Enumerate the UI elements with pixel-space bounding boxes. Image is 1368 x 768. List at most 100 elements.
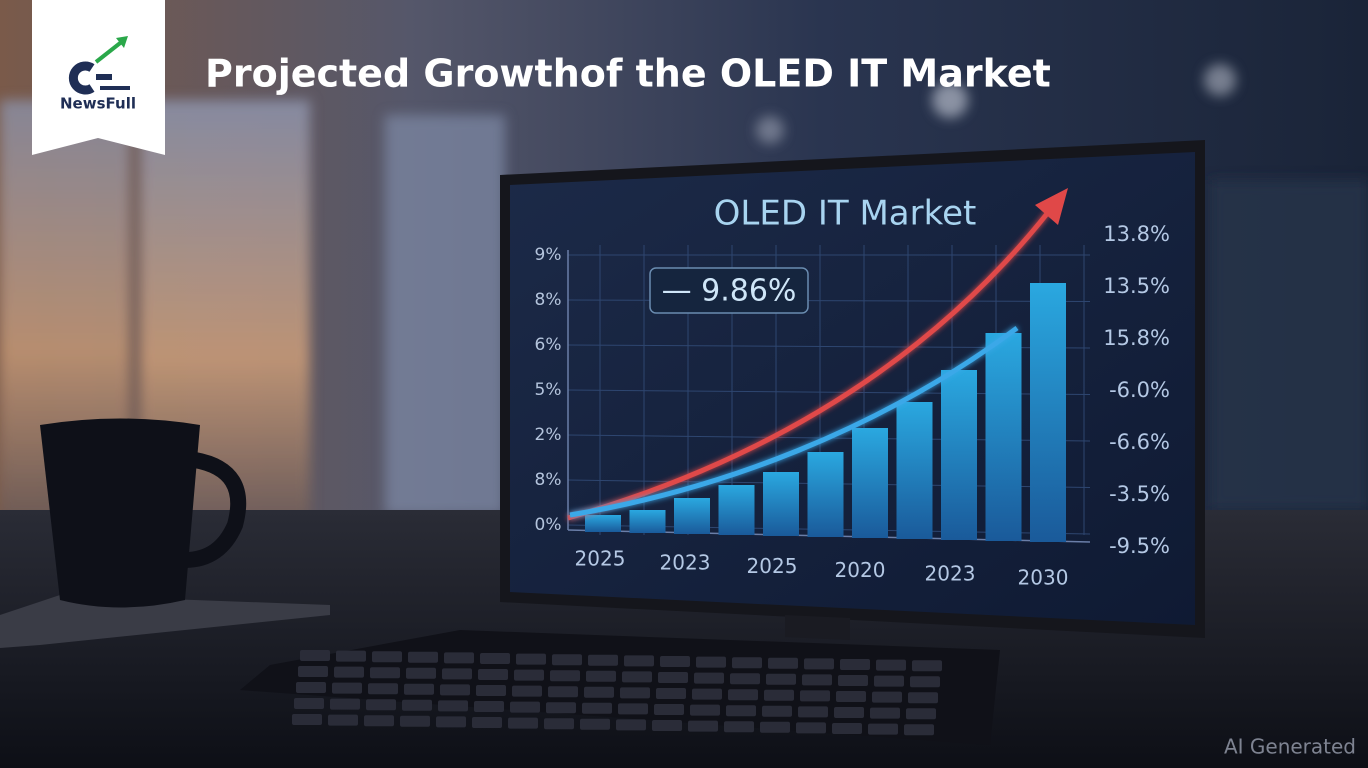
key (366, 699, 396, 711)
bar (807, 452, 844, 537)
key (876, 659, 906, 671)
right-axis-label: -6.0% (1109, 378, 1170, 402)
right-axis-label: 13.5% (1103, 274, 1170, 298)
key (300, 650, 330, 661)
bar (674, 498, 710, 534)
key (444, 652, 474, 664)
key (514, 669, 544, 681)
key (580, 718, 610, 730)
left-axis-label: 8% (535, 290, 562, 310)
key (910, 676, 940, 688)
key (692, 688, 722, 700)
key (904, 724, 934, 736)
bar (629, 510, 666, 533)
key (442, 668, 472, 680)
key (508, 717, 538, 729)
key (696, 656, 726, 668)
key (798, 706, 828, 718)
left-axis-label: 5% (535, 380, 562, 400)
x-axis-label: 2023 (660, 550, 711, 574)
key (402, 699, 432, 711)
key (616, 719, 646, 731)
x-axis-label: 2025 (575, 547, 626, 571)
monitor-stand (785, 615, 850, 640)
key (654, 704, 684, 715)
x-axis-label: 2030 (1018, 566, 1069, 590)
key (330, 698, 360, 710)
key (334, 666, 364, 678)
coaster (0, 595, 330, 648)
bar (718, 485, 755, 535)
key (368, 683, 398, 695)
key (618, 703, 648, 715)
key (690, 704, 720, 716)
key (510, 701, 540, 713)
key (838, 675, 868, 686)
key (840, 659, 870, 670)
key (586, 670, 616, 682)
key (472, 717, 502, 728)
blue-trend (569, 325, 1019, 518)
key (804, 658, 834, 670)
key (724, 721, 754, 733)
key (802, 674, 832, 686)
key (870, 707, 900, 719)
key (622, 671, 652, 683)
key (400, 715, 430, 727)
logo-text: NewsFull (60, 95, 136, 113)
bar (1030, 283, 1066, 542)
key (298, 666, 328, 677)
key (796, 722, 826, 734)
badge-box (649, 267, 809, 314)
key (474, 701, 504, 712)
key (768, 657, 798, 669)
key (552, 654, 582, 666)
key (732, 657, 762, 669)
key (478, 669, 508, 680)
key (408, 651, 438, 663)
key (728, 689, 758, 701)
key (440, 684, 470, 696)
key (364, 715, 394, 727)
key (550, 670, 580, 682)
key (512, 685, 542, 697)
mug (40, 418, 247, 608)
key (292, 714, 322, 725)
key (874, 675, 904, 687)
key (588, 654, 618, 666)
page-title: Projected Growthof the OLED IT Market (205, 52, 1051, 96)
watermark: AI Generated (1224, 735, 1356, 759)
right-axis-label: -6.6% (1109, 430, 1170, 454)
key (370, 667, 400, 679)
key (764, 689, 794, 701)
key (476, 685, 506, 696)
key (868, 723, 898, 735)
key (656, 688, 686, 699)
key (546, 702, 576, 714)
key (296, 682, 326, 693)
key (766, 673, 796, 685)
bars (585, 283, 1066, 542)
key (658, 672, 688, 683)
bar (763, 472, 799, 536)
key (832, 723, 862, 734)
left-axis-label: 0% (535, 515, 562, 535)
key (332, 682, 362, 694)
key (516, 653, 546, 665)
right-axis-label: -3.5% (1109, 482, 1170, 506)
key (328, 714, 358, 726)
bar (941, 370, 977, 540)
key (906, 708, 936, 720)
red-arrowhead (1035, 188, 1068, 225)
right-axis-label: 15.8% (1103, 326, 1170, 350)
left-axis-label: 6% (535, 335, 562, 355)
keyboard-keys (292, 650, 942, 736)
x-axis-label: 2023 (925, 562, 976, 586)
key (436, 716, 466, 728)
key (688, 720, 718, 732)
key (834, 707, 864, 718)
key (908, 692, 938, 704)
logo-icon (68, 36, 130, 95)
x-axis-label: 2025 (747, 554, 798, 578)
